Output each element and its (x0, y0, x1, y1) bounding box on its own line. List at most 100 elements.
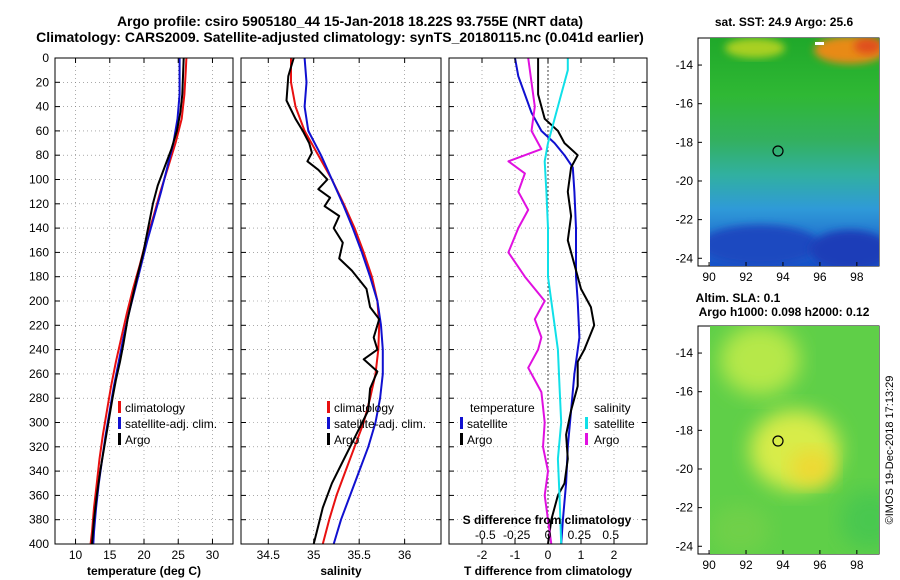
series-line-s-argo (507, 57, 553, 545)
y-tick-label: 260 (29, 367, 49, 381)
legend-label-satellite: satellite-adj. clim. (334, 417, 426, 431)
y-tick-label: 300 (29, 416, 49, 430)
legend-swatch-t-argo (460, 433, 463, 445)
s-difference-label: S difference from climatology (463, 513, 632, 527)
legend-title-salinity: salinity (594, 401, 631, 415)
legend-swatch-climatology (327, 401, 330, 413)
legend-label-climatology: climatology (125, 401, 185, 415)
map-y-tick-label: -14 (676, 346, 694, 360)
map-y-tick-label: -16 (676, 97, 694, 111)
x-tick-label: 10 (69, 548, 83, 562)
map-x-tick-label: 96 (813, 270, 827, 284)
legend-label-argo: Argo (334, 433, 360, 447)
sla-mid-region (710, 505, 770, 554)
sla-map-title-line2: Argo h1000: 0.098 h2000: 0.12 (699, 305, 870, 319)
map-x-tick-label: 94 (776, 270, 790, 284)
x-tick-label: 25 (172, 548, 186, 562)
legend-swatch-argo (118, 433, 121, 445)
y-tick-label: 180 (29, 270, 49, 284)
y-tick-label: 80 (36, 148, 50, 162)
series-line-satellite-adj-clim- (303, 57, 384, 545)
x-tick-label: 15 (103, 548, 117, 562)
series-line-argo (285, 57, 381, 545)
y-tick-label: 200 (29, 294, 49, 308)
legend-label-t-argo: Argo (467, 433, 493, 447)
map-y-tick-label: -20 (676, 174, 694, 188)
temperature-legend: climatology satellite-adj. clim. Argo (118, 401, 217, 447)
s-tick-label: -0.25 (503, 528, 531, 542)
map-y-tick-label: -14 (676, 58, 694, 72)
map-y-tick-label: -18 (676, 423, 694, 437)
y-tick-label: 0 (42, 51, 49, 65)
legend-swatch-satellite (327, 417, 330, 429)
map-x-tick-label: 90 (702, 558, 716, 572)
legend-swatch-t-satellite (460, 417, 463, 429)
x-axis-label: salinity (320, 564, 362, 578)
map-x-tick-label: 98 (850, 558, 864, 572)
y-tick-label: 280 (29, 391, 49, 405)
sla-map: Altim. SLA: 0.1 Argo h1000: 0.098 h2000:… (696, 291, 880, 555)
y-tick-label: 380 (29, 513, 49, 527)
x-tick-label: 1 (578, 548, 585, 562)
sst-map-title: sat. SST: 24.9 Argo: 25.6 (715, 15, 854, 29)
y-tick-label: 320 (29, 440, 49, 454)
temperature-panel: 10 15 20 25 30020406080100120140160180200220… (29, 51, 234, 578)
y-tick-label: 360 (29, 488, 49, 502)
y-tick-label: 60 (36, 124, 50, 138)
legend-swatch-climatology (118, 401, 121, 413)
series-line-argo (91, 57, 185, 545)
x-tick-label: 30 (206, 548, 220, 562)
y-tick-label: 20 (36, 75, 50, 89)
map-y-tick-label: -20 (676, 462, 694, 476)
map-y-tick-label: -24 (676, 539, 694, 553)
series-line-satellite-adj-clim- (92, 58, 181, 545)
map-y-tick-label: -24 (676, 251, 694, 265)
map-x-tick-label: 92 (739, 558, 753, 572)
map-x-tick-label: 90 (702, 270, 716, 284)
y-tick-label: 140 (29, 221, 49, 235)
x-tick-label: -2 (477, 548, 488, 562)
y-tick-label: 340 (29, 464, 49, 478)
legend-swatch-s-argo (585, 433, 588, 445)
map-x-tick-label: 92 (739, 270, 753, 284)
sst-hot-patch (854, 38, 879, 54)
x-tick-label: -1 (510, 548, 521, 562)
legend-swatch-satellite (118, 417, 121, 429)
difference-panel: -2 -1 0 1 2 T difference from climatology S di… (448, 57, 648, 578)
sla-argo-location-marker (772, 435, 784, 447)
map-y-tick-label: -22 (676, 501, 694, 515)
legend-label-argo: Argo (125, 433, 151, 447)
s-tick-label: 0.5 (602, 528, 619, 542)
x-axis-label: temperature (deg C) (87, 564, 201, 578)
y-tick-label: 240 (29, 343, 49, 357)
sst-map-axes: 90 92 94 96 98 -14 -16 -18 -20 -22 -24 (676, 58, 864, 284)
x-tick-label: 2 (611, 548, 618, 562)
legend-label-s-argo: Argo (594, 433, 620, 447)
sst-missing-pixel (815, 42, 824, 45)
y-tick-label: 220 (29, 318, 49, 332)
difference-legend: temperature satellite Argo salinity sate… (460, 401, 635, 447)
y-tick-label: 400 (29, 537, 49, 551)
sla-low-region (840, 490, 879, 550)
s-tick-label: -0.5 (475, 528, 496, 542)
map-x-tick-label: 98 (850, 270, 864, 284)
figure-title-line1: Argo profile: csiro 5905180_44 15-Jan-20… (117, 13, 583, 29)
legend-label-climatology: climatology (334, 401, 394, 415)
map-y-tick-label: -22 (676, 213, 694, 227)
x-axis-label: T difference from climatology (464, 564, 632, 578)
map-y-tick-label: -18 (676, 135, 694, 149)
sst-cool-patch (710, 225, 820, 265)
sst-map: sat. SST: 24.9 Argo: 25.6 (697, 15, 880, 267)
x-tick-label: 35.5 (348, 548, 372, 562)
sla-map-axes: 90 92 94 96 98 -14 -16 -18 -20 -22 -24 (676, 346, 864, 572)
map-x-tick-label: 96 (813, 558, 827, 572)
map-x-tick-label: 94 (776, 558, 790, 572)
sst-yellow-patch (725, 38, 785, 58)
x-tick-label: 0 (545, 548, 552, 562)
credit-stamp: ©IMOS 19-Dec-2018 17:13:29 (884, 376, 896, 525)
sst-argo-location-marker (772, 145, 784, 157)
series-line-s-satellite (543, 58, 569, 545)
legend-label-satellite: satellite-adj. clim. (125, 417, 217, 431)
salinity-legend: climatology satellite-adj. clim. Argo (327, 401, 426, 447)
legend-label-t-satellite: satellite (467, 417, 508, 431)
